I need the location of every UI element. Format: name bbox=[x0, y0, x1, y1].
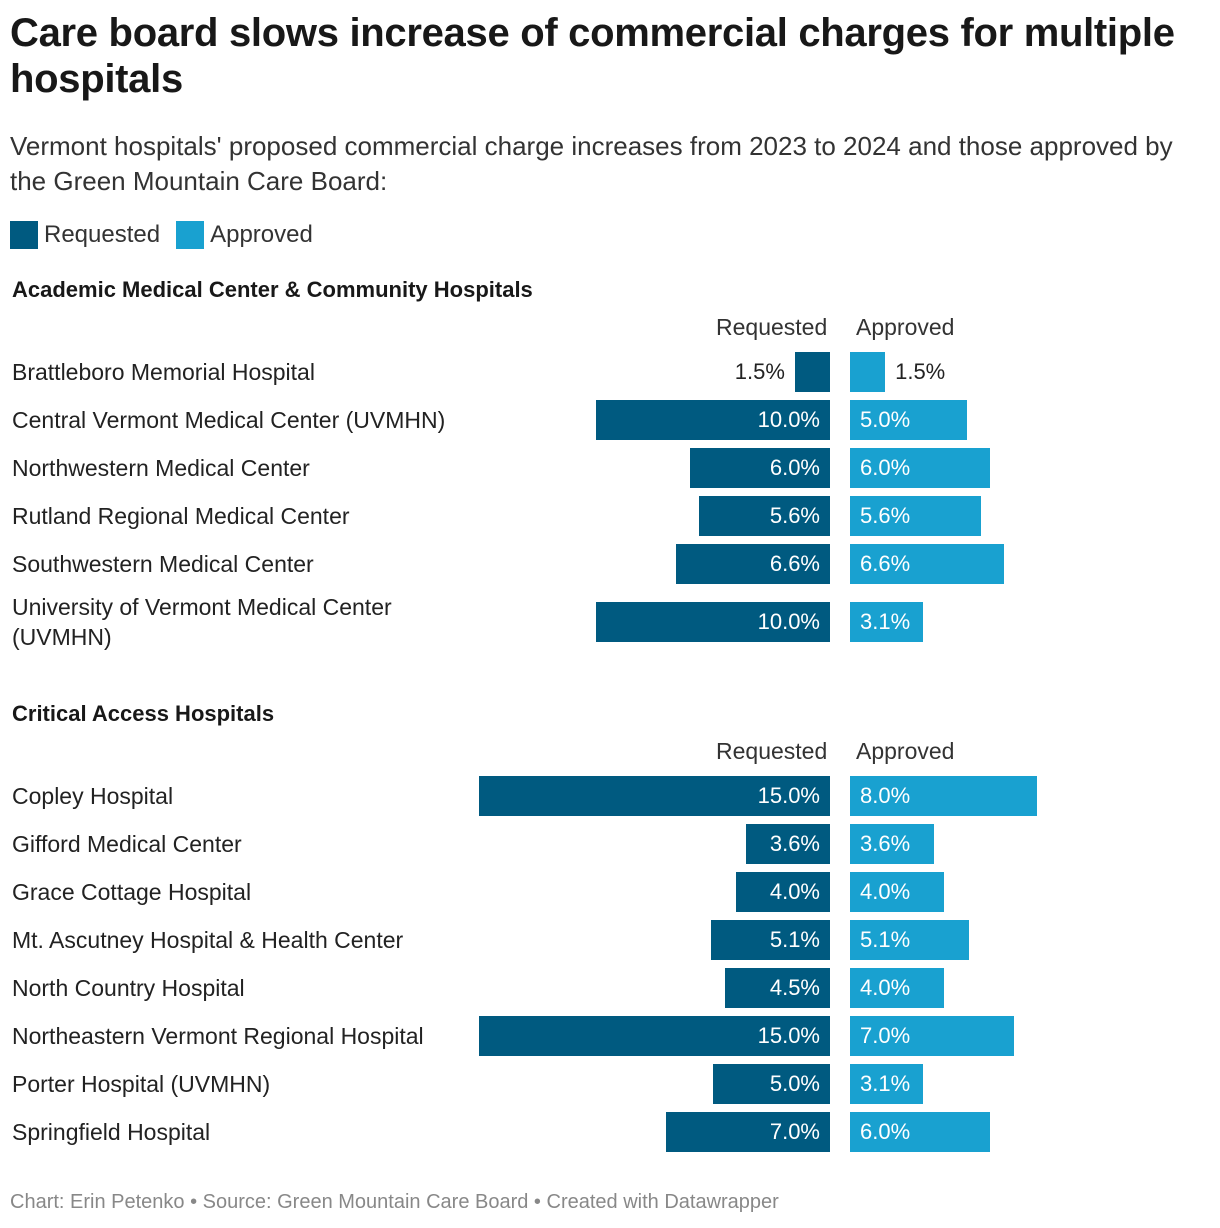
bar-approved bbox=[850, 544, 1005, 584]
bar-approved bbox=[850, 968, 944, 1008]
bar-approved bbox=[850, 496, 982, 536]
legend-swatch-requested bbox=[10, 221, 38, 249]
row-label: Northeastern Vermont Regional Hospital bbox=[12, 1023, 424, 1049]
row-label: North Country Hospital bbox=[12, 975, 245, 1001]
bar-label-approved: 7.0% bbox=[860, 1023, 911, 1048]
bar-approved bbox=[850, 1064, 923, 1104]
row-label: Mt. Ascutney Hospital & Health Center bbox=[12, 927, 404, 953]
bar-approved bbox=[850, 352, 886, 392]
bar-approved bbox=[850, 400, 967, 440]
chart-title: Care board slows increase of commercial … bbox=[10, 11, 1175, 101]
chart-subtitle: Vermont hospitals' proposed commercial c… bbox=[10, 131, 1173, 196]
bar-label-approved: 6.0% bbox=[860, 1119, 911, 1144]
bar-label-approved: 5.0% bbox=[860, 407, 911, 432]
bar-approved bbox=[850, 1016, 1014, 1056]
bar-label-requested: 5.1% bbox=[769, 927, 820, 952]
group-title: Critical Access Hospitals bbox=[12, 701, 275, 726]
bar-approved bbox=[850, 602, 923, 642]
column-header-approved: Approved bbox=[856, 738, 955, 764]
bar-requested bbox=[794, 352, 830, 392]
bar-requested bbox=[596, 400, 830, 440]
column-header-approved: Approved bbox=[856, 314, 955, 340]
legend-label-approved: Approved bbox=[210, 221, 313, 248]
bar-requested bbox=[675, 544, 830, 584]
bar-label-approved: 3.6% bbox=[860, 831, 911, 856]
bar-requested bbox=[713, 1064, 830, 1104]
row-label: Grace Cottage Hospital bbox=[12, 879, 252, 905]
bar-label-requested: 4.5% bbox=[769, 975, 820, 1000]
bar-requested bbox=[689, 448, 830, 488]
bar-label-requested: 5.6% bbox=[769, 503, 820, 528]
row-label: Porter Hospital (UVMHN) bbox=[12, 1071, 271, 1097]
bar-label-requested: 15.0% bbox=[757, 1023, 820, 1048]
bar-label-approved: 6.0% bbox=[860, 455, 911, 480]
bar-label-requested: 6.0% bbox=[769, 455, 820, 480]
bar-requested bbox=[710, 920, 830, 960]
bar-requested bbox=[479, 1016, 830, 1056]
bar-label-requested: 3.6% bbox=[769, 831, 820, 856]
legend-label-requested: Requested bbox=[44, 221, 161, 248]
bar-label-approved: 6.6% bbox=[860, 551, 911, 576]
column-header-requested: Requested bbox=[716, 738, 828, 764]
row-label: Copley Hospital bbox=[12, 783, 174, 809]
bar-label-approved: 3.1% bbox=[860, 1071, 911, 1096]
bar-requested bbox=[698, 496, 830, 536]
bar-approved bbox=[850, 824, 935, 864]
row-label: Southwestern Medical Center bbox=[12, 551, 314, 577]
bar-label-requested: 6.6% bbox=[769, 551, 820, 576]
group-title: Academic Medical Center & Community Hosp… bbox=[12, 277, 533, 302]
bar-approved bbox=[850, 872, 944, 912]
row-label: Northwestern Medical Center bbox=[12, 455, 310, 481]
bar-label-approved: 5.6% bbox=[860, 503, 911, 528]
bar-label-requested: 1.5% bbox=[734, 359, 785, 384]
bar-approved bbox=[850, 776, 1038, 816]
bar-requested bbox=[666, 1112, 830, 1152]
row-label: Springfield Hospital bbox=[12, 1119, 211, 1145]
row-label: Gifford Medical Center bbox=[12, 831, 242, 857]
bar-label-requested: 15.0% bbox=[757, 783, 820, 808]
legend-item-requested: Requested bbox=[10, 221, 160, 249]
bar-approved bbox=[850, 448, 991, 488]
bar-label-requested: 4.0% bbox=[769, 879, 820, 904]
bar-requested bbox=[736, 872, 830, 912]
chart-footer: Chart: Erin Petenko • Source: Green Moun… bbox=[10, 1191, 779, 1213]
bar-label-approved: 8.0% bbox=[860, 783, 911, 808]
legend-item-approved: Approved bbox=[176, 221, 313, 249]
row-label: Brattleboro Memorial Hospital bbox=[12, 359, 315, 385]
column-header-requested: Requested bbox=[716, 314, 828, 340]
bar-label-requested: 7.0% bbox=[769, 1119, 820, 1144]
bar-label-approved: 4.0% bbox=[860, 879, 911, 904]
bar-requested bbox=[724, 968, 830, 1008]
bar-label-requested: 5.0% bbox=[769, 1071, 820, 1096]
row-label: Rutland Regional Medical Center bbox=[12, 503, 350, 529]
row-label: University of Vermont Medical Center (UV… bbox=[12, 594, 392, 650]
legend-swatch-approved bbox=[176, 221, 205, 249]
bar-label-approved: 1.5% bbox=[895, 359, 946, 384]
bar-approved bbox=[850, 1112, 991, 1152]
bar-label-approved: 4.0% bbox=[860, 975, 911, 1000]
row-label: Central Vermont Medical Center (UVMHN) bbox=[12, 407, 446, 433]
bar-requested bbox=[479, 776, 830, 816]
bar-requested bbox=[745, 824, 830, 864]
bar-label-requested: 10.0% bbox=[757, 609, 820, 634]
bar-approved bbox=[850, 920, 970, 960]
bar-requested bbox=[596, 602, 830, 642]
bar-label-approved: 5.1% bbox=[860, 927, 911, 952]
legend: Requested Approved bbox=[10, 220, 329, 250]
bar-label-requested: 10.0% bbox=[757, 407, 820, 432]
bar-label-approved: 3.1% bbox=[860, 609, 911, 634]
